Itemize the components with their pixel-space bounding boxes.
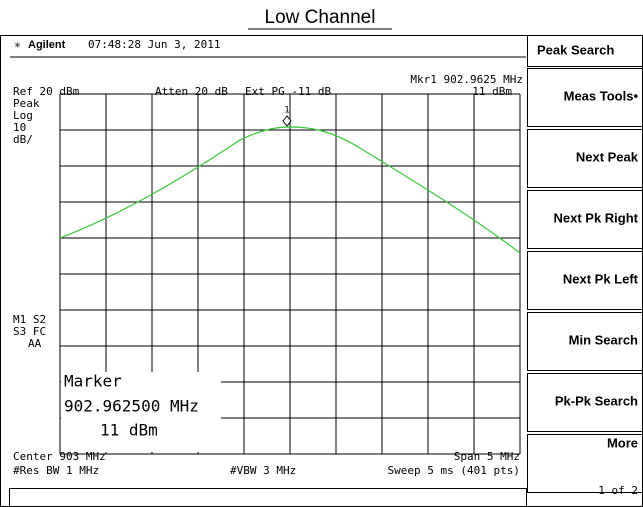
vbw: #VBW 3 MHz bbox=[230, 464, 296, 477]
rbw: #Res BW 1 MHz bbox=[13, 464, 99, 477]
softkey-label: Meas Tools• bbox=[564, 88, 639, 103]
ext-pg: Ext PG -11 dB bbox=[245, 85, 331, 98]
softkey-header: Peak Search bbox=[537, 42, 614, 57]
softkey-label: Next Peak bbox=[576, 149, 639, 164]
softkey-label: Pk-Pk Search bbox=[555, 393, 638, 408]
timestamp: 07:48:28 Jun 3, 2011 bbox=[88, 38, 220, 51]
marker-label: Marker bbox=[64, 372, 122, 391]
logo: ✳ bbox=[14, 38, 21, 51]
softkey[interactable] bbox=[527, 68, 643, 127]
softkey-label: Next Pk Right bbox=[553, 210, 638, 225]
left-label: Peak bbox=[13, 97, 40, 110]
left-label: Log bbox=[13, 109, 33, 122]
flag: AA bbox=[28, 337, 42, 350]
status-bar bbox=[9, 488, 527, 507]
marker-level: 11 dBm bbox=[472, 85, 512, 98]
marker-id: 1 bbox=[284, 106, 289, 116]
softkey[interactable] bbox=[527, 312, 643, 371]
trace bbox=[59, 126, 521, 254]
flag: S3 FC bbox=[13, 325, 46, 338]
marker-readout-freq: 902.962500 MHz bbox=[64, 397, 199, 416]
softkeys: Meas Tools• Next Peak Next Pk Right Next Pk… bbox=[527, 68, 643, 493]
marker-box bbox=[61, 372, 221, 452]
softkey-label: Next Pk Left bbox=[563, 271, 639, 286]
softkey[interactable] bbox=[527, 251, 643, 310]
ref: Ref 20 dBm bbox=[13, 85, 80, 98]
marker-readout-level: 11 dBm bbox=[100, 421, 158, 440]
softkey-header-box bbox=[527, 35, 643, 67]
marker-diamond bbox=[282, 115, 292, 127]
brand: Agilent bbox=[28, 39, 66, 51]
left-label: 10 bbox=[13, 121, 26, 134]
sweep: Sweep 5 ms (401 pts) bbox=[388, 464, 520, 477]
softkey-label: Min Search bbox=[569, 332, 638, 347]
softkey[interactable] bbox=[527, 373, 643, 432]
center: Center 903 MHz bbox=[13, 450, 106, 463]
softkey[interactable] bbox=[527, 434, 643, 493]
title: Low Channel bbox=[265, 7, 376, 28]
flag: M1 S2 bbox=[13, 313, 46, 326]
softkey-sub: 1 of 2 bbox=[598, 484, 638, 497]
softkey[interactable] bbox=[527, 129, 643, 188]
atten: Atten 20 dB bbox=[155, 85, 228, 98]
marker-freq: Mkr1 902.9625 MHz bbox=[410, 73, 523, 86]
softkey-label: More bbox=[607, 435, 638, 450]
left-label: dB/ bbox=[13, 133, 33, 146]
span: Span 5 MHz bbox=[454, 450, 520, 463]
